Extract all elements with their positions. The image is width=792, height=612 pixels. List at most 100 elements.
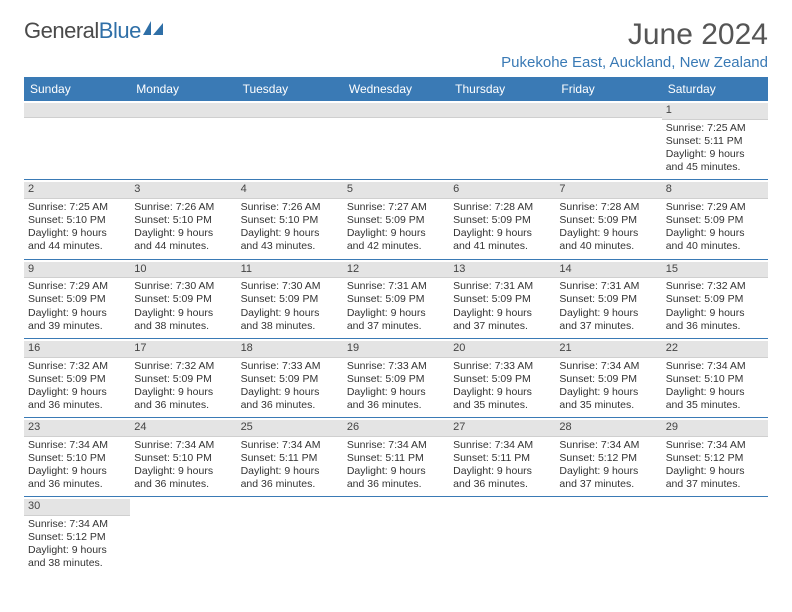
cell-day2: and 40 minutes. — [666, 240, 764, 253]
cell-day1: Daylight: 9 hours — [347, 465, 445, 478]
cell-day1: Daylight: 9 hours — [559, 465, 657, 478]
cell-day1: Daylight: 9 hours — [28, 386, 126, 399]
cell-day2: and 36 minutes. — [347, 478, 445, 491]
cell-sunrise: Sunrise: 7:25 AM — [666, 122, 764, 135]
cell-sunset: Sunset: 5:11 PM — [347, 452, 445, 465]
cell-sunrise: Sunrise: 7:34 AM — [559, 360, 657, 373]
calendar-cell: 13Sunrise: 7:31 AMSunset: 5:09 PMDayligh… — [449, 260, 555, 338]
cell-day1: Daylight: 9 hours — [241, 227, 339, 240]
cell-sunrise: Sunrise: 7:33 AM — [347, 360, 445, 373]
cell-sunset: Sunset: 5:09 PM — [134, 293, 232, 306]
calendar-cell: 3Sunrise: 7:26 AMSunset: 5:10 PMDaylight… — [130, 180, 236, 258]
cell-day1: Daylight: 9 hours — [347, 386, 445, 399]
day-number: 29 — [662, 420, 768, 437]
month-title: June 2024 — [501, 18, 768, 52]
calendar-cell — [24, 101, 130, 179]
day-number: 6 — [449, 182, 555, 199]
cell-day2: and 36 minutes. — [134, 478, 232, 491]
cell-sunrise: Sunrise: 7:34 AM — [666, 360, 764, 373]
calendar-cell — [662, 497, 768, 575]
cell-sunrise: Sunrise: 7:31 AM — [559, 280, 657, 293]
cell-day1: Daylight: 9 hours — [241, 307, 339, 320]
week-row: 9Sunrise: 7:29 AMSunset: 5:09 PMDaylight… — [24, 260, 768, 339]
location: Pukekohe East, Auckland, New Zealand — [501, 54, 768, 71]
cell-day2: and 36 minutes. — [241, 399, 339, 412]
cell-sunrise: Sunrise: 7:34 AM — [241, 439, 339, 452]
cell-sunrise: Sunrise: 7:34 AM — [134, 439, 232, 452]
cell-sunset: Sunset: 5:09 PM — [241, 373, 339, 386]
cell-sunset: Sunset: 5:09 PM — [559, 214, 657, 227]
day-header-cell: Tuesday — [237, 77, 343, 101]
cell-sunrise: Sunrise: 7:34 AM — [28, 439, 126, 452]
cell-day2: and 39 minutes. — [28, 320, 126, 333]
cell-sunset: Sunset: 5:09 PM — [134, 373, 232, 386]
day-number: 18 — [237, 341, 343, 358]
day-number: 17 — [130, 341, 236, 358]
cell-day2: and 38 minutes. — [241, 320, 339, 333]
calendar-cell: 14Sunrise: 7:31 AMSunset: 5:09 PMDayligh… — [555, 260, 661, 338]
cell-sunrise: Sunrise: 7:29 AM — [28, 280, 126, 293]
day-number: 28 — [555, 420, 661, 437]
day-header-cell: Wednesday — [343, 77, 449, 101]
cell-day1: Daylight: 9 hours — [347, 227, 445, 240]
day-number: 30 — [24, 499, 130, 516]
cell-sunrise: Sunrise: 7:32 AM — [28, 360, 126, 373]
cell-day1: Daylight: 9 hours — [559, 386, 657, 399]
calendar-cell: 6Sunrise: 7:28 AMSunset: 5:09 PMDaylight… — [449, 180, 555, 258]
cell-day1: Daylight: 9 hours — [666, 227, 764, 240]
day-number: 13 — [449, 262, 555, 279]
cell-day2: and 36 minutes. — [134, 399, 232, 412]
cell-sunset: Sunset: 5:09 PM — [28, 293, 126, 306]
cell-day1: Daylight: 9 hours — [134, 386, 232, 399]
week-row: 2Sunrise: 7:25 AMSunset: 5:10 PMDaylight… — [24, 180, 768, 259]
calendar-cell — [343, 101, 449, 179]
cell-sunrise: Sunrise: 7:31 AM — [347, 280, 445, 293]
cell-sunset: Sunset: 5:12 PM — [559, 452, 657, 465]
day-header-cell: Saturday — [662, 77, 768, 101]
calendar-cell: 8Sunrise: 7:29 AMSunset: 5:09 PMDaylight… — [662, 180, 768, 258]
day-header-cell: Friday — [555, 77, 661, 101]
cell-day2: and 35 minutes. — [666, 399, 764, 412]
cell-day1: Daylight: 9 hours — [134, 227, 232, 240]
day-number: 1 — [662, 103, 768, 120]
cell-sunrise: Sunrise: 7:26 AM — [134, 201, 232, 214]
empty-day-bar — [449, 103, 555, 118]
cell-sunrise: Sunrise: 7:34 AM — [559, 439, 657, 452]
calendar-cell — [237, 497, 343, 575]
cell-sunrise: Sunrise: 7:34 AM — [453, 439, 551, 452]
calendar-cell: 20Sunrise: 7:33 AMSunset: 5:09 PMDayligh… — [449, 339, 555, 417]
calendar-cell: 21Sunrise: 7:34 AMSunset: 5:09 PMDayligh… — [555, 339, 661, 417]
cell-sunset: Sunset: 5:09 PM — [666, 293, 764, 306]
calendar-cell: 2Sunrise: 7:25 AMSunset: 5:10 PMDaylight… — [24, 180, 130, 258]
calendar-cell: 19Sunrise: 7:33 AMSunset: 5:09 PMDayligh… — [343, 339, 449, 417]
calendar-cell: 24Sunrise: 7:34 AMSunset: 5:10 PMDayligh… — [130, 418, 236, 496]
empty-day-bar — [237, 103, 343, 118]
calendar-cell — [555, 101, 661, 179]
cell-day1: Daylight: 9 hours — [666, 148, 764, 161]
cell-day1: Daylight: 9 hours — [666, 386, 764, 399]
calendar-cell: 9Sunrise: 7:29 AMSunset: 5:09 PMDaylight… — [24, 260, 130, 338]
calendar-cell: 26Sunrise: 7:34 AMSunset: 5:11 PMDayligh… — [343, 418, 449, 496]
cell-day2: and 38 minutes. — [28, 557, 126, 570]
cell-sunrise: Sunrise: 7:30 AM — [134, 280, 232, 293]
cell-sunset: Sunset: 5:09 PM — [559, 293, 657, 306]
cell-day2: and 37 minutes. — [666, 478, 764, 491]
week-row: 16Sunrise: 7:32 AMSunset: 5:09 PMDayligh… — [24, 339, 768, 418]
cell-day2: and 37 minutes. — [453, 320, 551, 333]
cell-sunrise: Sunrise: 7:33 AM — [241, 360, 339, 373]
day-number: 27 — [449, 420, 555, 437]
day-number: 12 — [343, 262, 449, 279]
cell-sunset: Sunset: 5:09 PM — [347, 214, 445, 227]
week-row: 30Sunrise: 7:34 AMSunset: 5:12 PMDayligh… — [24, 497, 768, 575]
cell-sunset: Sunset: 5:09 PM — [28, 373, 126, 386]
day-header-cell: Sunday — [24, 77, 130, 101]
calendar-cell: 10Sunrise: 7:30 AMSunset: 5:09 PMDayligh… — [130, 260, 236, 338]
logo-text-1: General — [24, 18, 99, 44]
calendar-cell: 18Sunrise: 7:33 AMSunset: 5:09 PMDayligh… — [237, 339, 343, 417]
calendar-cell — [449, 497, 555, 575]
cell-day2: and 36 minutes. — [666, 320, 764, 333]
cell-sunset: Sunset: 5:10 PM — [241, 214, 339, 227]
cell-day1: Daylight: 9 hours — [28, 307, 126, 320]
cell-day2: and 37 minutes. — [559, 478, 657, 491]
cell-sunset: Sunset: 5:10 PM — [666, 373, 764, 386]
